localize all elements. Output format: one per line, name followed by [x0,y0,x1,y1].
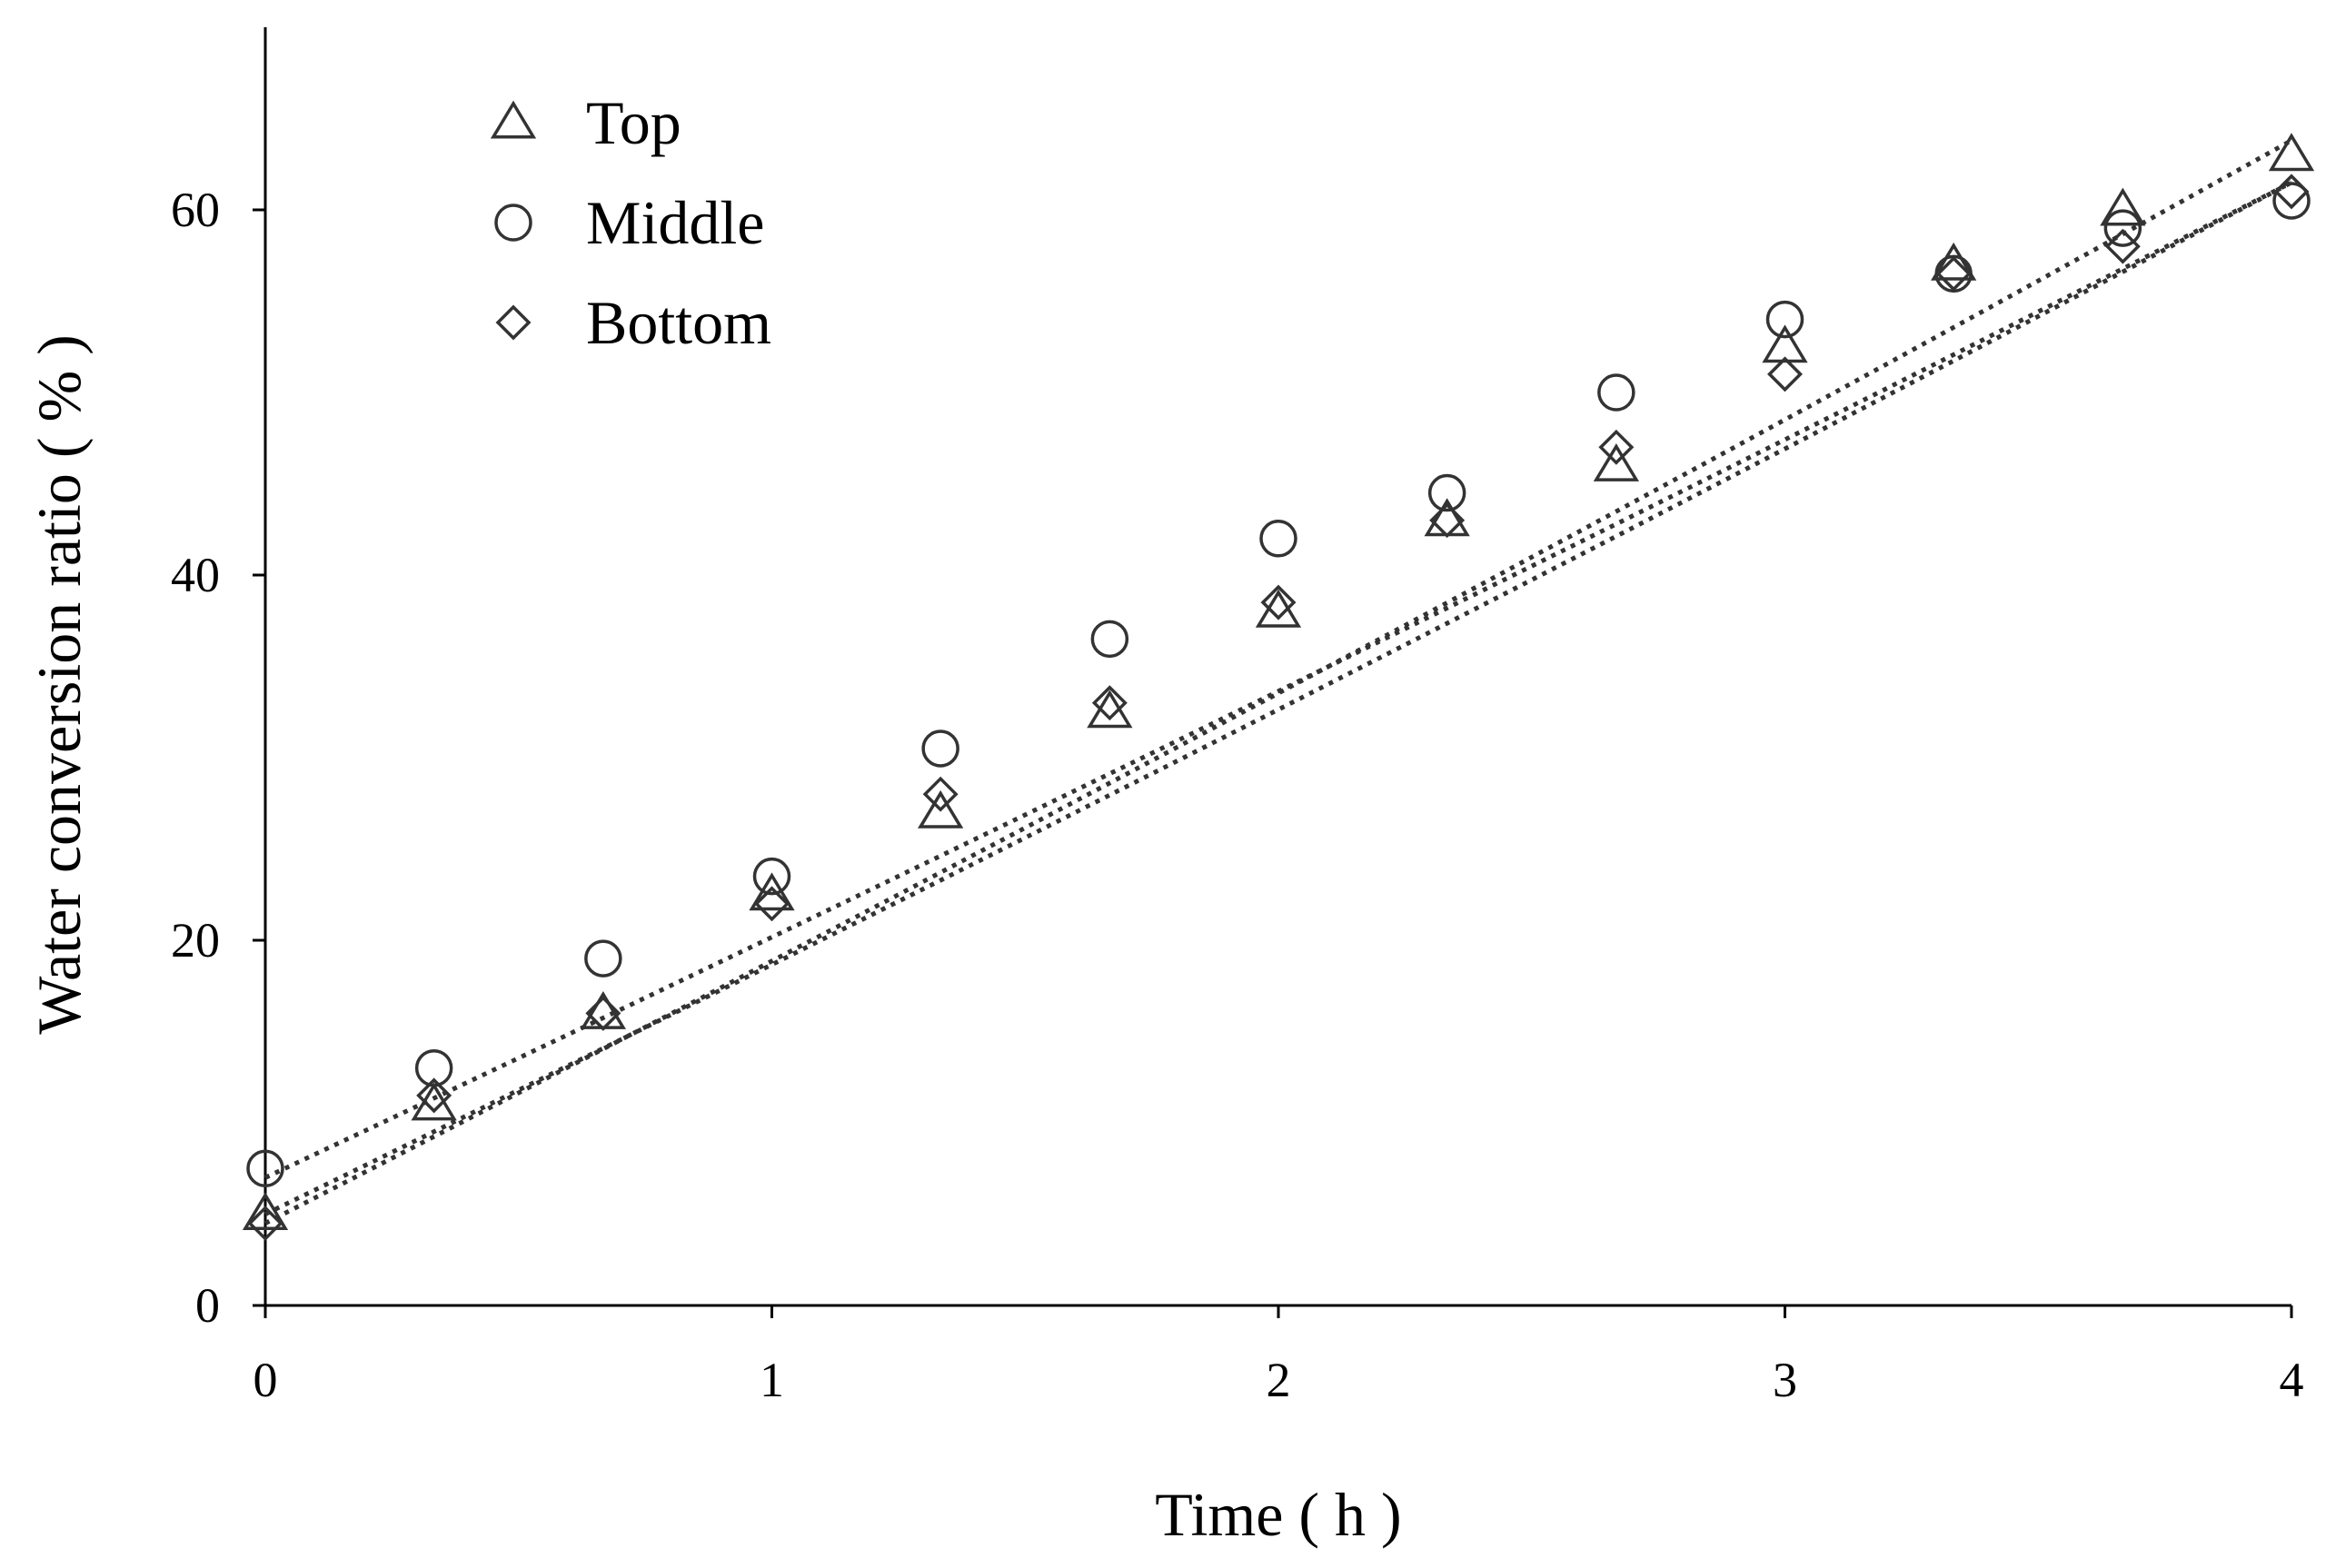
middle-data-point [752,857,791,896]
legend-label: Top [586,88,681,157]
top-data-point [1931,242,1977,281]
middle-data-point [2272,182,2311,220]
trendline-top [263,138,2293,1226]
legend-item-middle: Middle [494,188,764,257]
x-tick-label: 1 [760,1353,784,1407]
x-tick-label: 0 [253,1353,278,1407]
top-data-point [1593,442,1639,481]
bottom-data-point [1598,429,1635,465]
y-tick-label: 60 [171,183,220,237]
legend-circle-marker [494,203,532,242]
middle-data-point [1090,620,1129,659]
x-tick-label: 3 [1773,1353,1797,1407]
x-tick-label: 2 [1267,1353,1291,1407]
middle-data-point [246,1149,284,1187]
bottom-data-point [1429,502,1466,539]
top-data-point [1255,589,1302,628]
legend-item-top: Top [490,88,681,157]
trendlines [263,138,2293,1226]
bottom-data-point [1260,584,1297,620]
middle-data-point [1934,254,1973,293]
legend-label: Middle [586,188,764,257]
bottom-data-point [416,1077,452,1114]
y-tick-label: 0 [195,1278,220,1333]
middle-data-point [1597,373,1635,412]
middle-data-point [1765,300,1804,339]
legend-label: Bottom [586,288,771,357]
top-data-point [411,1082,457,1121]
bottom-data-point [585,995,621,1031]
top-data-point [2268,133,2315,172]
middle-data-point [2103,209,2142,247]
bottom-data-point [754,886,790,922]
series-bottom [247,174,2310,1242]
axes [263,27,2291,1307]
middle-data-point [1427,473,1466,512]
y-axis-ticks: 0 20 40 60 [171,183,265,1333]
bottom-data-point [1767,356,1803,392]
bottom-data-point [247,1206,283,1242]
series-middle [246,182,2311,1187]
x-tick-label: 4 [2280,1353,2304,1407]
legend-triangle-marker [490,100,537,139]
top-data-point [918,789,964,829]
middle-data-point [921,729,959,768]
middle-data-point [1259,520,1297,558]
top-data-point [1762,324,1808,363]
trendline-middle [263,180,2293,1180]
bottom-data-point [2104,228,2141,264]
bottom-data-point [2273,174,2310,210]
middle-data-point [584,939,622,978]
x-axis-ticks: 0 1 2 3 4 [253,1305,2304,1407]
data-markers [242,133,2315,1242]
legend-item-bottom: Bottom [495,288,771,357]
x-axis-title: Time ( h ) [1155,1480,1401,1549]
y-tick-label: 20 [171,913,220,968]
top-data-point [242,1192,289,1230]
trendline-bottom [263,180,2293,1216]
top-data-point [2100,187,2146,226]
legend: Top Middle Bottom [490,88,771,357]
bottom-data-point [922,776,959,812]
bottom-data-point [1935,255,1972,292]
middle-data-point [414,1048,453,1087]
legend-diamond-marker [495,304,532,341]
top-data-point [1087,690,1133,729]
y-axis-title: Water conversion ratio ( % ) [25,334,94,1035]
bottom-data-point [1091,685,1128,721]
y-tick-label: 40 [171,548,220,602]
